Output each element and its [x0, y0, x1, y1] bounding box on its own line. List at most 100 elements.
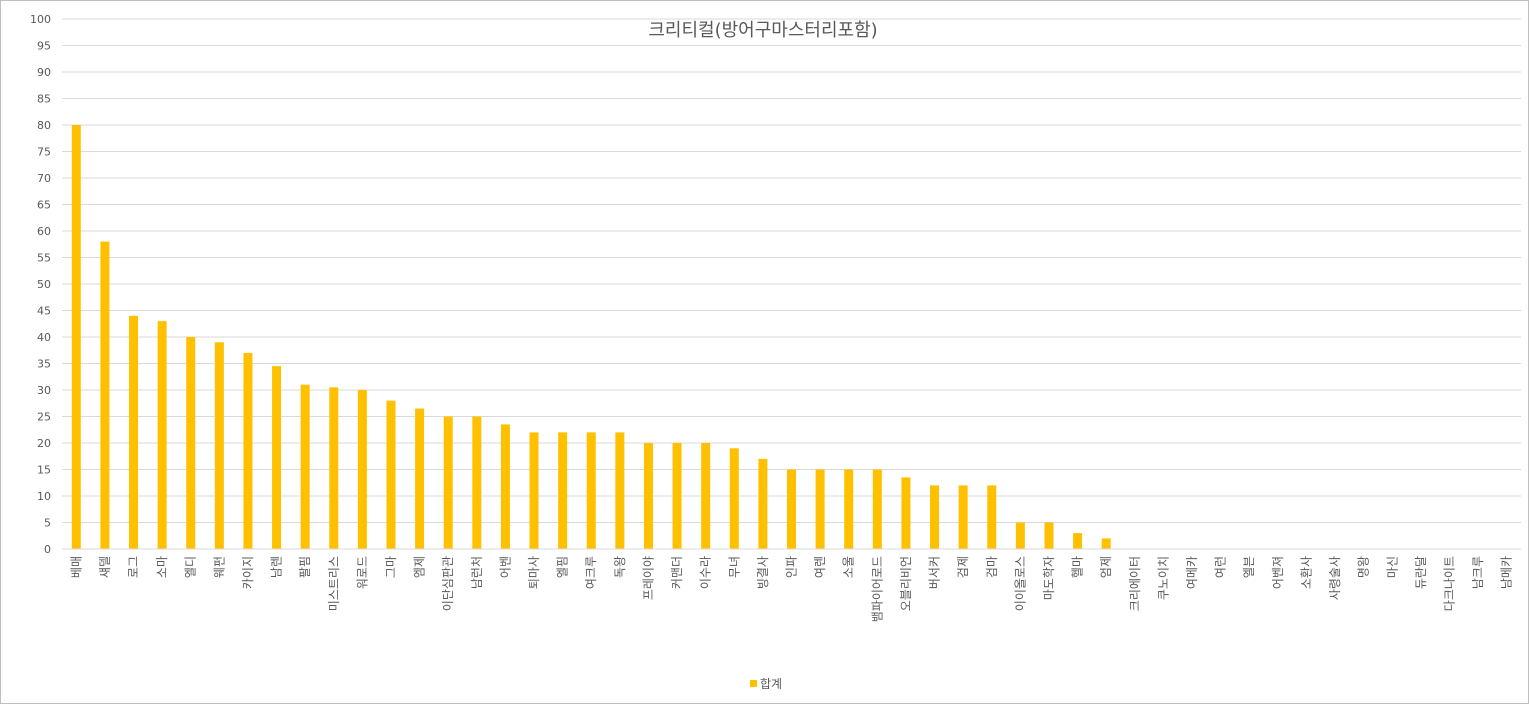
bar: [930, 485, 940, 549]
bar: [701, 443, 711, 549]
bar: [672, 443, 682, 549]
gridlines: [62, 18, 1521, 523]
x-tick-label: 다크나이트: [1442, 556, 1456, 611]
y-tick-label: 85: [37, 93, 51, 106]
x-tick-label: 소환사: [1299, 556, 1313, 589]
x-tick-label: 마신: [1385, 556, 1399, 578]
x-tick-label: 베매: [69, 556, 83, 578]
bar: [729, 448, 739, 549]
x-tick-label: 소울: [842, 556, 856, 578]
bar: [300, 384, 310, 549]
x-tick-label: 섀델: [98, 556, 112, 578]
bar: [844, 469, 854, 549]
x-tick-label: 프레이야: [641, 556, 655, 600]
legend: 합계: [750, 677, 782, 691]
x-tick-label: 쿠노이치: [1156, 556, 1170, 600]
bar: [1044, 522, 1054, 549]
bar: [787, 469, 796, 549]
bar: [214, 342, 224, 549]
chart-title: 크리티컬(방어구마스터리포함): [648, 20, 877, 41]
x-tick-label: 이이올로스: [1013, 556, 1027, 611]
y-tick-label: 20: [37, 437, 51, 450]
x-tick-label: 사령술사: [1328, 556, 1342, 600]
y-tick-label: 95: [37, 40, 51, 53]
x-tick-label: 카이지: [241, 556, 255, 589]
bar: [1073, 533, 1083, 549]
y-tick-label: 60: [37, 225, 51, 238]
x-tick-label: 남메카: [1500, 556, 1514, 589]
x-tick-label: 소마: [155, 556, 169, 578]
y-tick-label: 45: [37, 305, 51, 318]
x-tick-label: 검마: [985, 556, 999, 578]
y-tick-label: 50: [37, 278, 51, 291]
x-tick-label: 남런처: [470, 556, 484, 589]
bars: [71, 125, 1111, 549]
bar: [186, 337, 196, 549]
x-tick-label: 남크루: [1471, 556, 1485, 589]
x-tick-label: 엘븐: [1242, 556, 1256, 578]
bar: [329, 387, 339, 549]
bar: [872, 469, 882, 549]
x-tick-label: 엠제: [413, 556, 427, 578]
bar: [958, 485, 968, 549]
x-tick-label: 오블리비언: [899, 556, 913, 611]
bar: [71, 125, 81, 549]
y-tick-label: 35: [37, 358, 51, 371]
y-tick-label: 90: [37, 66, 51, 79]
bar: [472, 416, 482, 549]
y-tick-label: 30: [37, 384, 51, 397]
x-axis-labels: 베매 섀델 로그 소마 엘디 웨펀 카이지 남렌 팔핌 미스트리스 워로드 그마 엠제 이단심판관 남런처 어…: [69, 556, 1513, 622]
y-tick-label: 10: [37, 490, 51, 503]
x-tick-label: 그마: [384, 556, 398, 578]
x-tick-label: 검제: [956, 556, 970, 578]
x-tick-label: 인파: [785, 556, 799, 578]
x-tick-label: 헬마: [1071, 556, 1085, 578]
y-tick-label: 80: [37, 119, 51, 132]
x-tick-label: 마도학자: [1042, 556, 1056, 600]
y-tick-label: 75: [37, 146, 51, 159]
bar: [987, 485, 997, 549]
x-tick-label: 커맨더: [670, 556, 684, 589]
x-tick-label: 무녀: [727, 556, 741, 578]
bar: [643, 443, 653, 549]
y-tick-label: 0: [44, 543, 51, 556]
bar: [386, 400, 396, 549]
x-tick-label: 명왕: [1357, 556, 1371, 578]
x-tick-label: 어벤: [498, 556, 512, 578]
x-tick-label: 엘디: [184, 556, 198, 578]
bar: [758, 458, 768, 549]
x-tick-label: 크리에이터: [1128, 556, 1142, 611]
y-tick-label: 5: [44, 517, 51, 530]
bar: [357, 390, 367, 549]
x-tick-label: 빙결사: [756, 556, 770, 589]
bar: [443, 416, 453, 549]
y-tick-label: 25: [37, 411, 51, 424]
x-tick-label: 워로드: [355, 556, 369, 589]
x-tick-label: 이수라: [699, 556, 713, 589]
x-tick-label: 웨펀: [212, 556, 226, 578]
x-tick-label: 독왕: [613, 556, 627, 578]
x-tick-label: 여메카: [1185, 556, 1199, 589]
bar: [901, 477, 911, 549]
bar: [586, 432, 596, 549]
bar: [1015, 522, 1025, 549]
x-tick-label: 듀란달: [1414, 556, 1428, 589]
y-tick-label: 55: [37, 252, 51, 265]
bar: [815, 469, 825, 549]
bar: [529, 432, 539, 549]
y-tick-label: 100: [30, 13, 51, 26]
y-tick-label: 70: [37, 172, 51, 185]
bar: [558, 432, 568, 549]
legend-label: 합계: [760, 677, 782, 691]
x-tick-label: 엄제: [1099, 556, 1113, 578]
x-tick-label: 엘핌: [556, 556, 570, 578]
bar: [100, 241, 110, 549]
x-tick-label: 뱀파이어로드: [870, 556, 884, 622]
x-tick-label: 팔핌: [298, 556, 312, 578]
y-axis-ticks: 0 5 10 15 20 25 30 35 40 45 50 55 60 65 70 75 80 85 90 95 10…: [30, 13, 51, 556]
x-tick-label: 여렌: [813, 556, 827, 578]
y-tick-label: 15: [37, 464, 51, 477]
bar: [272, 366, 282, 549]
